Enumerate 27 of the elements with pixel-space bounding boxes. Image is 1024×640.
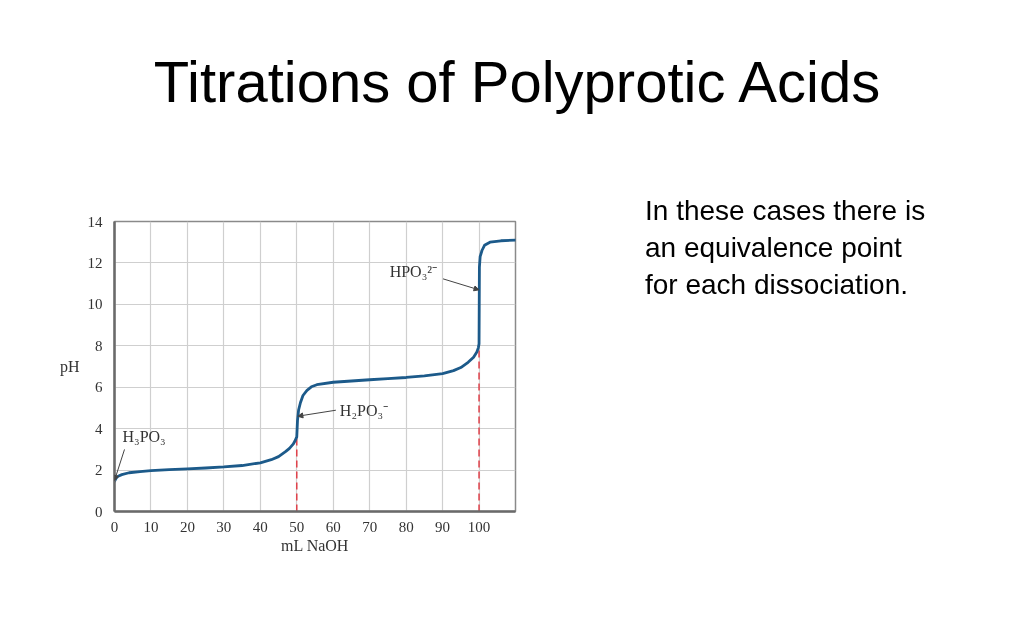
x-tick-label: 10 bbox=[143, 518, 159, 535]
y-tick-label: 4 bbox=[95, 420, 103, 437]
y-tick-label: 8 bbox=[95, 337, 103, 354]
x-axis-title: mL NaOH bbox=[281, 536, 349, 554]
x-tick-label: 0 bbox=[110, 518, 119, 535]
x-tick-label: 90 bbox=[435, 518, 451, 535]
annotation: H₂PO₃⁻ bbox=[339, 401, 389, 419]
annotation: H₃PO₃ bbox=[122, 427, 166, 445]
x-tick-label: 80 bbox=[398, 518, 414, 535]
y-tick-label: 0 bbox=[95, 503, 103, 520]
y-tick-label: 6 bbox=[95, 379, 103, 396]
y-tick-label: 10 bbox=[87, 296, 103, 313]
x-tick-label: 60 bbox=[325, 518, 341, 535]
y-tick-label: 12 bbox=[87, 254, 103, 271]
y-tick-label: 2 bbox=[95, 462, 103, 479]
x-tick-label: 20 bbox=[179, 518, 195, 535]
annotation: HPO₃²⁻ bbox=[389, 263, 438, 281]
line-series bbox=[114, 238, 516, 483]
chart-title: Titrations of Polyprotic Acids bbox=[153, 48, 881, 116]
x-tick-label: 50 bbox=[289, 518, 305, 535]
x-tick-label: 100 bbox=[467, 518, 491, 535]
x-tick-label: 70 bbox=[362, 518, 378, 535]
y-tick-label: 14 bbox=[87, 213, 103, 230]
x-tick-label: 30 bbox=[216, 518, 232, 535]
y-axis-title: pH bbox=[59, 358, 80, 376]
x-tick-label: 40 bbox=[252, 518, 268, 535]
text: In these cases there is an equivalence point for each dissociation. bbox=[645, 194, 927, 302]
